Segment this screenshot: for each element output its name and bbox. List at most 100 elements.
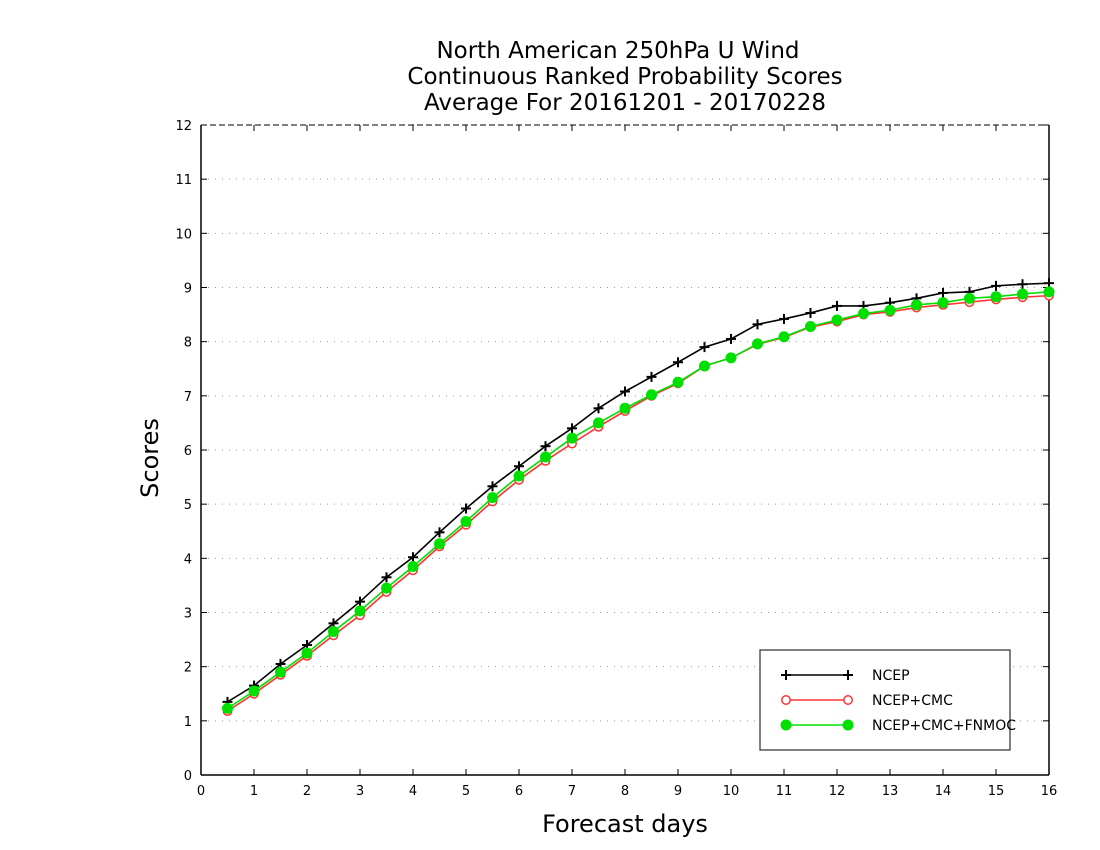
data-point <box>884 304 896 316</box>
x-tick-label: 8 <box>621 784 629 799</box>
data-point <box>620 386 630 397</box>
y-tick-label: 5 <box>184 498 192 513</box>
data-point <box>434 538 445 550</box>
data-point <box>805 307 816 318</box>
x-tick-label: 15 <box>988 784 1005 799</box>
y-tick-label: 9 <box>184 282 192 297</box>
data-point <box>381 582 392 594</box>
legend-marker <box>842 719 854 731</box>
x-tick-label: 10 <box>723 784 740 799</box>
data-point <box>938 287 948 298</box>
y-tick-label: 2 <box>184 661 192 676</box>
data-point <box>752 319 763 330</box>
x-tick-label: 14 <box>935 784 952 799</box>
data-point <box>514 461 524 472</box>
legend: NCEP NCEP+CMC NCEP+CMC+FNMOC <box>759 649 1016 751</box>
data-point <box>434 527 445 538</box>
data-point <box>911 299 922 311</box>
y-tick-label: 11 <box>175 173 192 188</box>
data-point <box>805 321 816 332</box>
legend-marker <box>843 670 853 680</box>
data-point <box>778 331 790 343</box>
data-point <box>354 605 366 617</box>
data-point <box>752 338 763 350</box>
y-tick-label: 3 <box>184 607 192 622</box>
data-point <box>355 596 365 607</box>
y-tick-label: 10 <box>175 227 192 242</box>
data-point <box>593 403 604 414</box>
x-tick-label: 9 <box>674 784 682 799</box>
chart-title-line-1: North American 250hPa U Wind <box>436 38 799 64</box>
legend-marker <box>780 719 792 731</box>
data-point <box>461 503 471 514</box>
data-point <box>779 313 789 324</box>
data-point <box>832 300 842 311</box>
x-tick-label: 16 <box>1041 784 1058 799</box>
data-point <box>487 481 498 492</box>
y-tick-label: 0 <box>184 769 192 784</box>
x-tick-label: 13 <box>882 784 899 799</box>
series-ncep <box>222 278 1054 707</box>
data-point <box>566 432 578 444</box>
legend-marker <box>843 695 853 705</box>
data-point <box>673 357 683 368</box>
legend-label: NCEP+CMC <box>872 693 953 709</box>
legend-item: NCEP+CMC+FNMOC <box>780 718 1016 734</box>
data-series <box>222 278 1055 717</box>
data-point <box>222 702 233 714</box>
y-tick-label: 7 <box>184 390 192 405</box>
legend-marker <box>781 695 791 705</box>
data-point <box>540 451 551 463</box>
y-axis-label: Scores <box>136 418 164 498</box>
series-line <box>227 294 1050 712</box>
x-tick-label: 1 <box>250 784 258 799</box>
chart-title-line-3: Average For 20161201 - 20170228 <box>424 90 826 116</box>
series-line <box>227 291 1050 710</box>
x-tick-label: 2 <box>303 784 311 799</box>
data-point <box>328 625 339 637</box>
chart-title-line-2: Continuous Ranked Probability Scores <box>407 64 842 90</box>
data-point <box>937 297 949 309</box>
data-point <box>248 685 260 697</box>
data-point <box>725 352 737 364</box>
series-ncep-cmc-fnmoc <box>222 286 1055 714</box>
data-point <box>726 333 736 344</box>
data-point <box>991 280 1001 291</box>
data-point <box>646 371 657 382</box>
data-point <box>381 572 392 583</box>
data-point <box>1043 286 1055 298</box>
data-point <box>646 389 657 401</box>
data-point <box>408 552 418 563</box>
x-tick-label: 12 <box>829 784 846 799</box>
chart-title: North American 250hPa U Wind Continuous … <box>407 38 842 116</box>
x-tick-label: 5 <box>462 784 470 799</box>
legend-label: NCEP+CMC+FNMOC <box>872 718 1016 734</box>
legend-label: NCEP <box>872 668 910 684</box>
data-point <box>1017 279 1028 290</box>
data-point <box>593 417 604 429</box>
x-axis-ticks: 0 1 2 3 4 5 6 7 8 9 10 11 12 13 14 15 16 <box>197 125 1057 799</box>
y-tick-label: 6 <box>184 444 192 459</box>
series-line <box>227 282 1050 703</box>
data-point <box>619 402 631 414</box>
data-point <box>964 292 975 304</box>
x-tick-label: 4 <box>409 784 417 799</box>
data-point <box>1017 288 1028 300</box>
x-tick-label: 6 <box>515 784 523 799</box>
y-tick-label: 1 <box>184 715 192 730</box>
data-point <box>540 441 551 452</box>
y-tick-label: 8 <box>184 336 192 351</box>
data-point <box>275 666 286 678</box>
data-point <box>699 360 710 372</box>
x-axis-label: Forecast days <box>542 810 708 838</box>
data-point <box>672 376 684 388</box>
data-point <box>858 308 869 319</box>
data-point <box>990 291 1002 303</box>
legend-marker <box>781 670 791 680</box>
data-point <box>513 470 525 482</box>
x-tick-label: 0 <box>197 784 205 799</box>
x-tick-label: 11 <box>776 784 793 799</box>
data-point <box>567 423 577 434</box>
data-point <box>407 560 419 572</box>
